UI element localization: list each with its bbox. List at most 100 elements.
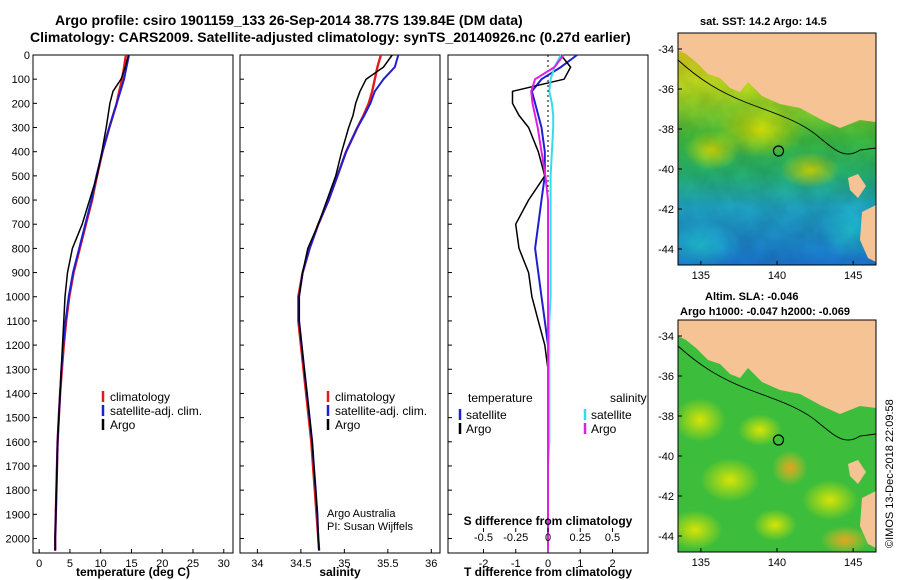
x-tick-label: 20: [156, 558, 168, 570]
lat-tick-label: -44: [658, 531, 674, 543]
land-tasmania-north: [848, 460, 866, 484]
x-axis-label: salinity: [319, 565, 361, 579]
argo-credit-line2: PI: Susan Wijffels: [327, 521, 413, 533]
legend-label: Argo: [466, 422, 492, 436]
legend-label: satellite-adj. clim.: [335, 404, 427, 418]
x-tick-label: 34.5: [290, 558, 311, 570]
depth-tick-label: 400: [12, 147, 30, 159]
x-tick-label: -1: [511, 558, 521, 570]
argo-float-marker: [772, 145, 785, 157]
x-tick-label: 2: [609, 558, 615, 570]
isobath-line: [678, 345, 876, 441]
secondary-tick-label: -0.25: [503, 532, 528, 544]
x-tick-label: 10: [95, 558, 107, 570]
lon-tick-label: 135: [692, 270, 710, 282]
lat-tick-label: -42: [658, 491, 674, 503]
land-mainland: [860, 33, 876, 122]
series-line-salinity-satellite: [547, 54, 562, 551]
land-tasmania: [860, 491, 876, 548]
imos-credit: ©IMOS 13-Dec-2018 22:09:58: [884, 399, 896, 548]
sla-map: Altim. SLA: -0.046 Argo h1000: -0.047 h2…: [658, 291, 877, 569]
series-line-climatology: [297, 54, 383, 551]
argo-float-marker: [772, 434, 785, 446]
lat-tick-label: -40: [658, 451, 674, 463]
lat-tick-label: -34: [658, 331, 674, 343]
sla-patch: [678, 398, 726, 442]
sla-patch: [700, 458, 760, 502]
sla-map-axes: 135 140 145 -34 -36 -38 -40 -42 -44: [658, 331, 862, 569]
legend-label: satellite: [466, 408, 507, 422]
secondary-tick-label: 0.5: [605, 532, 620, 544]
depth-tick-label: 1100: [6, 316, 30, 328]
legend-label: Argo: [591, 422, 617, 436]
series-line-argo: [298, 54, 393, 551]
lon-tick-label: 145: [844, 270, 862, 282]
sla-map-title-line1: Altim. SLA: -0.046: [705, 291, 799, 303]
sla-map-title-line2: Argo h1000: -0.047 h2000: -0.069: [680, 306, 850, 318]
lon-tick-label: 140: [768, 557, 786, 569]
depth-tick-label: 1900: [6, 509, 30, 521]
lon-tick-label: 145: [844, 557, 862, 569]
lat-tick-label: -38: [658, 124, 674, 136]
depth-tick-label: 1600: [6, 437, 30, 449]
lat-tick-label: -42: [658, 204, 674, 216]
x-tick-label: 5: [67, 558, 73, 570]
lon-tick-label: 135: [692, 557, 710, 569]
lon-tick-label: 140: [768, 270, 786, 282]
depth-tick-label: 600: [12, 195, 30, 207]
x-axis-label: T difference from climatology: [464, 565, 632, 579]
depth-tick-label: 1400: [6, 388, 30, 400]
x-tick-label: 0: [545, 558, 551, 570]
lat-tick-label: -38: [658, 411, 674, 423]
sla-patch: [772, 450, 808, 486]
lat-tick-label: -40: [658, 164, 674, 176]
depth-tick-label: 800: [12, 243, 30, 255]
sst-map: sat. SST: 14.2 Argo: 14.5 135 140 145 -34 -3…: [658, 16, 877, 282]
secondary-tick-label: 0: [545, 532, 551, 544]
depth-tick-label: 1800: [6, 485, 30, 497]
legend-heading-salinity: salinity: [610, 391, 647, 405]
legend-label: climatology: [110, 390, 170, 404]
x-axis-label: temperature (deg C): [76, 565, 190, 579]
secondary-axis-label: S difference from climatology: [464, 514, 633, 528]
salinity-panel: 34 34.5 35 35.5 36 salinity climatologysatelli…: [239, 54, 441, 579]
plot-frame: [239, 54, 441, 554]
x-tick-label: 30: [218, 558, 230, 570]
series-line-satellite-adj-clim-: [54, 54, 130, 551]
x-tick-label: -2: [479, 558, 489, 570]
depth-tick-label: 1300: [6, 364, 30, 376]
x-tick-label: 34: [251, 558, 263, 570]
depth-tick-label: 0: [24, 50, 30, 62]
depth-tick-label: 500: [12, 171, 30, 183]
x-tick-label: 1: [577, 558, 583, 570]
sst-map-title: sat. SST: 14.2 Argo: 14.5: [700, 16, 827, 28]
depth-tick-label: 1500: [6, 413, 30, 425]
legend-label: Argo: [110, 418, 136, 432]
depth-tick-label: 1000: [6, 292, 30, 304]
land-tasmania-north: [848, 174, 866, 198]
series-line-salinity-argo: [530, 54, 565, 551]
series-line-argo: [54, 54, 130, 551]
x-tick-label: 35: [338, 558, 350, 570]
plot-frame: [32, 54, 234, 554]
legend-label: satellite: [591, 408, 632, 422]
sla-patch: [753, 509, 797, 541]
x-tick-label: 15: [125, 558, 137, 570]
x-tick-label: 36: [425, 558, 437, 570]
secondary-tick-label: -0.5: [474, 532, 493, 544]
land-mainland: [678, 33, 860, 128]
figure-title-line2: Climatology: CARS2009. Satellite-adjuste…: [30, 29, 631, 45]
x-tick-label: 0: [36, 558, 42, 570]
land-tasmania: [860, 205, 876, 262]
sla-patch: [802, 480, 858, 520]
secondary-tick-label: 0.25: [570, 532, 591, 544]
isobath-line: [678, 59, 876, 155]
depth-tick-label: 700: [12, 219, 30, 231]
series-line-climatology: [54, 54, 128, 551]
sla-patch: [820, 526, 870, 552]
legend-label: satellite-adj. clim.: [110, 404, 202, 418]
sst-map-axes: 135 140 145 -34 -36 -38 -40 -42 -44: [658, 44, 862, 282]
depth-tick-label: 300: [12, 123, 30, 135]
depth-tick-label: 2000: [6, 533, 30, 545]
lat-tick-label: -36: [658, 371, 674, 383]
